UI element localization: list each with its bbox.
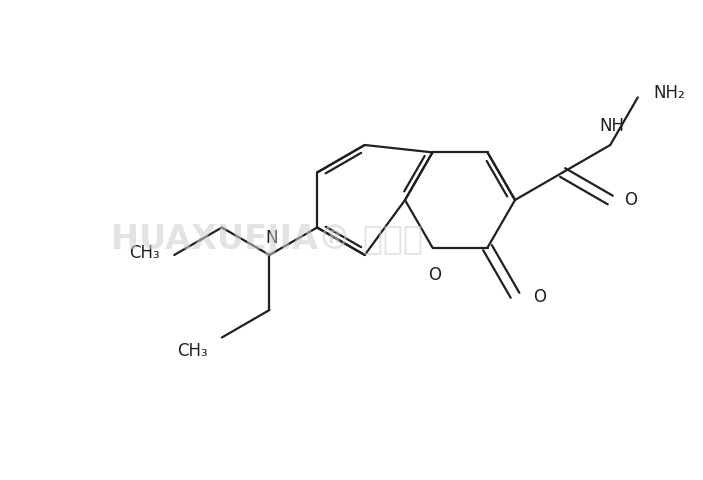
Text: CH₃: CH₃ [129, 244, 160, 262]
Text: HUAXUEJIA® 化学加: HUAXUEJIA® 化学加 [111, 224, 423, 256]
Text: O: O [428, 265, 441, 284]
Text: CH₃: CH₃ [177, 341, 208, 360]
Text: O: O [533, 288, 546, 306]
Text: N: N [265, 229, 278, 247]
Text: O: O [624, 191, 637, 209]
Text: NH: NH [600, 117, 625, 135]
Text: NH₂: NH₂ [654, 84, 685, 102]
